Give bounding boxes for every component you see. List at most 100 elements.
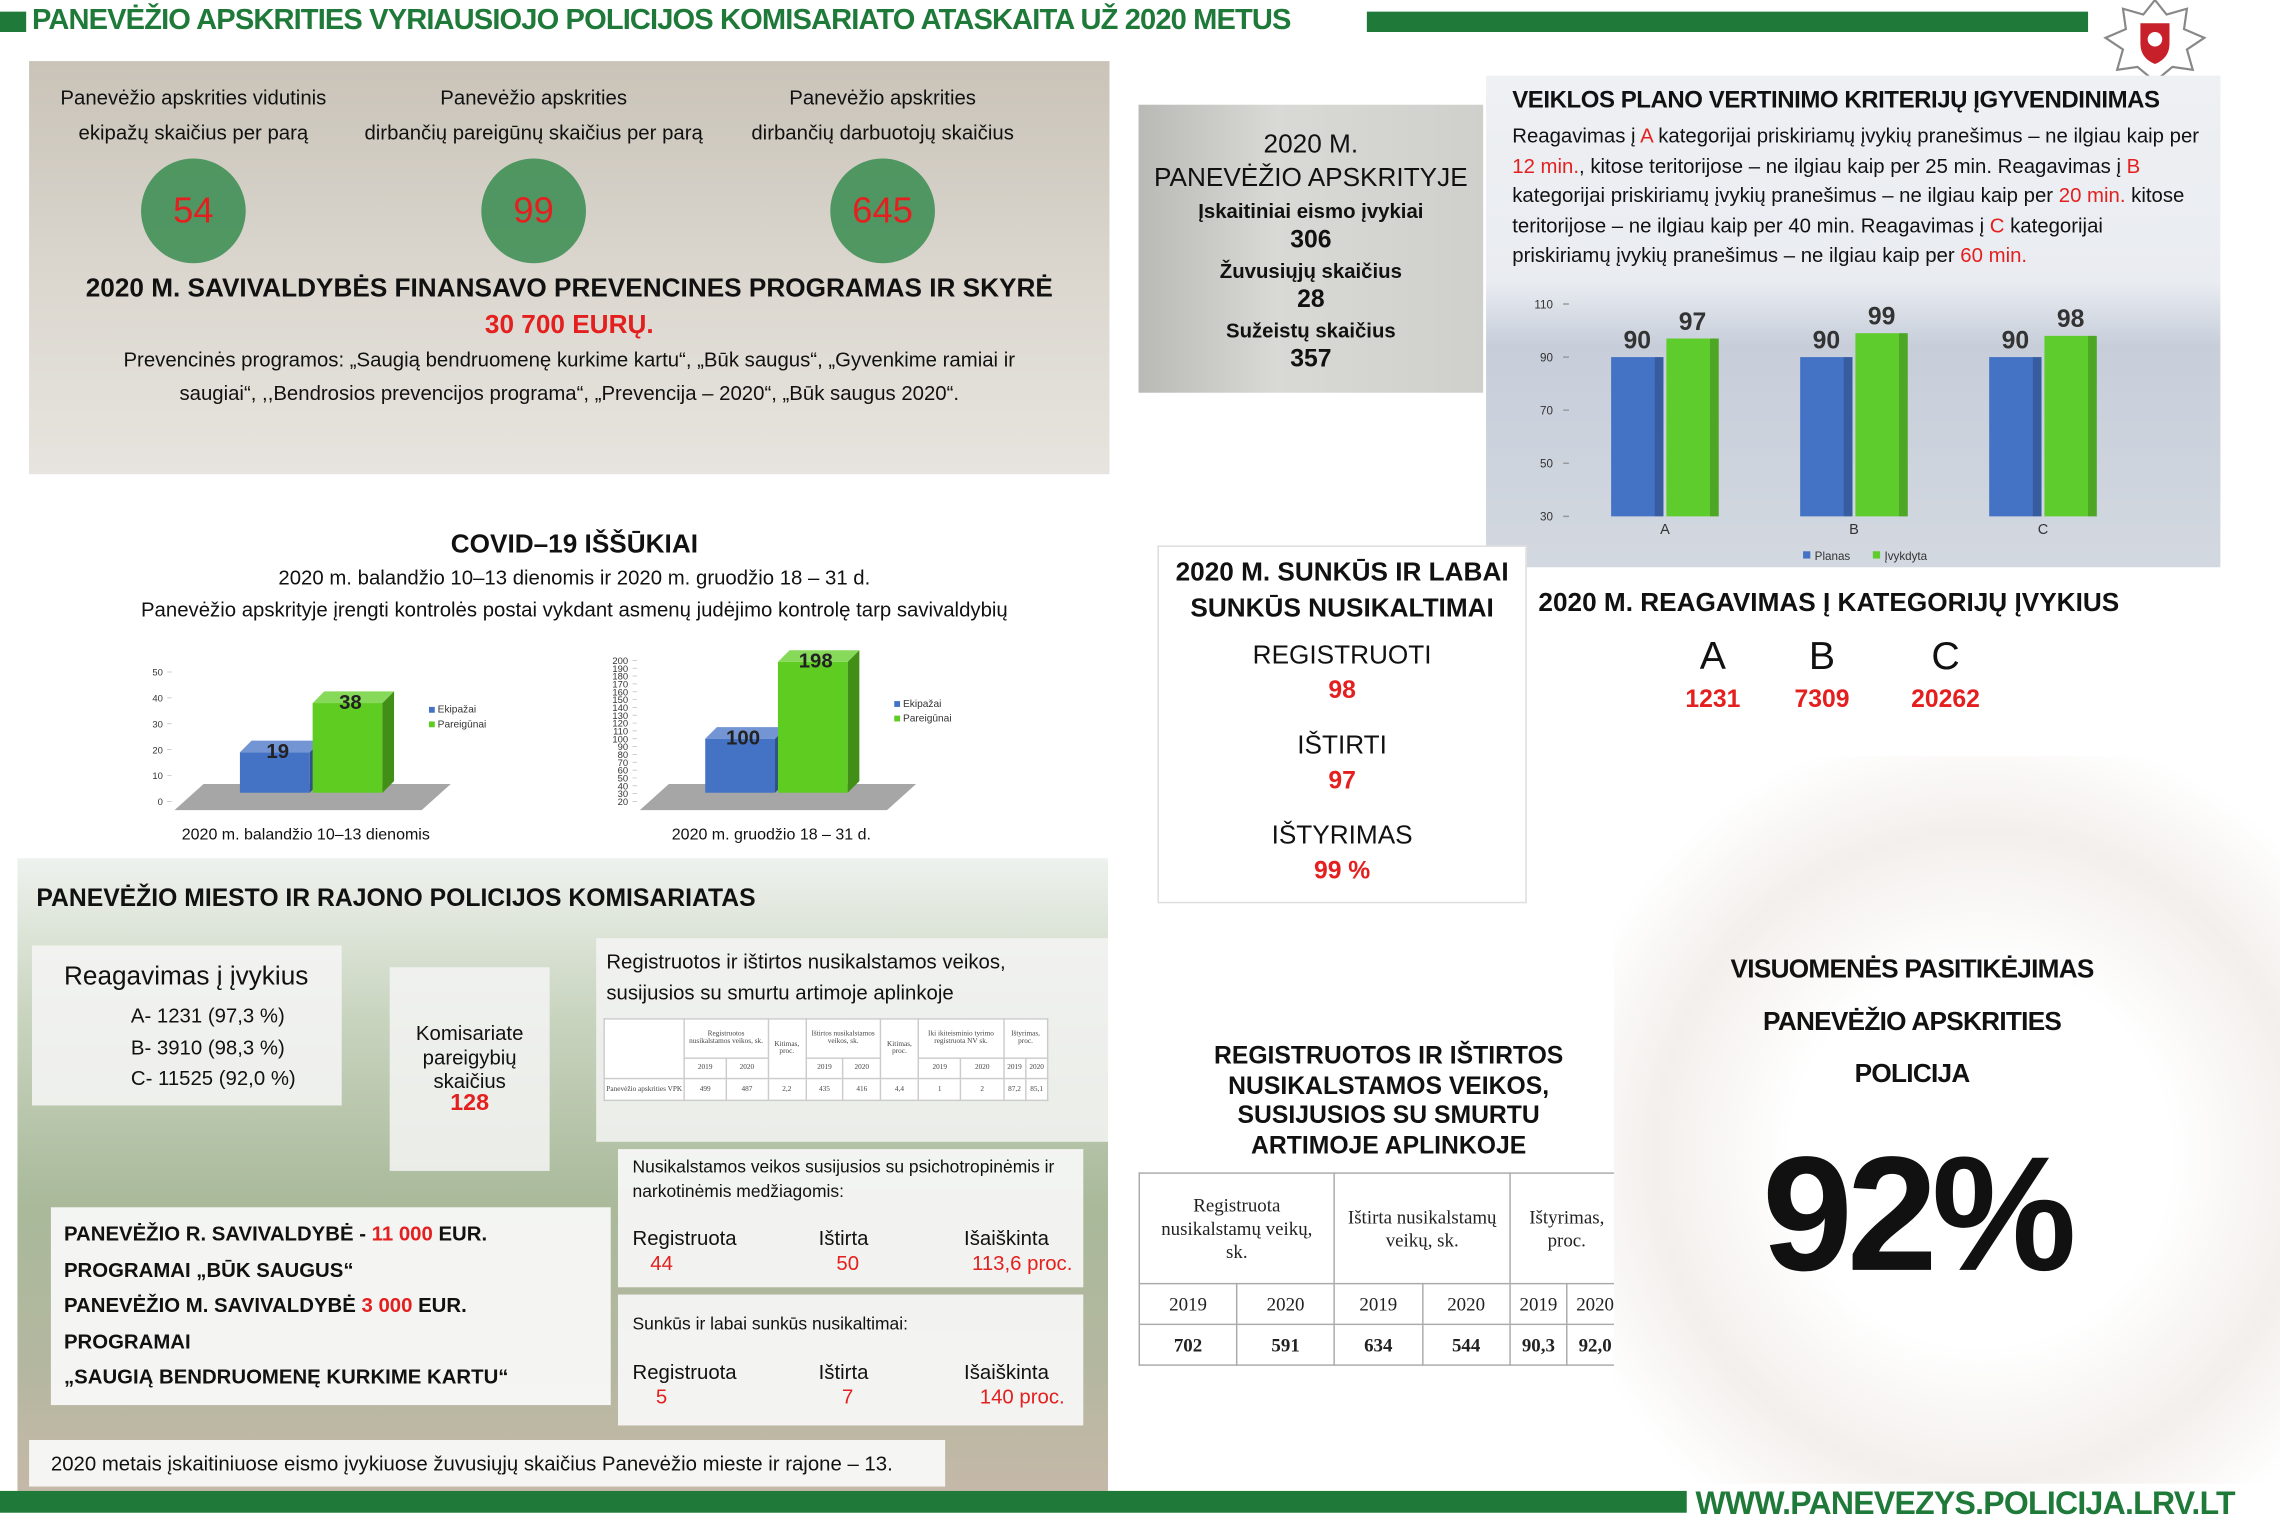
text-segment: , kitose teritorijose – ne ilgiau kaip p… (1579, 153, 2127, 177)
table-row-label: Panevėžio apskrities VPK (603, 1078, 686, 1102)
covid-chart: 2030405060708090100110120130140150160170… (612, 650, 952, 811)
header-bar (1366, 11, 2089, 32)
text-segment: PROGRAMAI „BŪK SAUGUS“ (63, 1257, 354, 1281)
serious-box (1157, 545, 1527, 904)
serious-label: IŠTIRTI (1297, 730, 1387, 760)
legend-label: Pareigūnai (438, 719, 487, 730)
reaction-value: 20262 (1911, 685, 1980, 713)
bar-shade (2032, 357, 2042, 517)
table-header: Iki ikiteisminio tyrimo registruota NV s… (917, 1018, 1005, 1059)
response-lines: A- 1231 (97,3 %) B- 3910 (98,3 %) C- 115… (131, 1001, 296, 1095)
y-tick-label: 30 (1540, 511, 1553, 524)
y-tick-label: 50 (152, 668, 162, 679)
footer-bar (0, 1490, 1687, 1513)
bar-top (239, 740, 322, 753)
stat-circle (141, 158, 246, 264)
covid-subtitle-line: 2020 m. balandžio 10–13 dienomis ir 2020… (278, 565, 871, 590)
stat: Panevėžio apskrities vidutinis ekipažų sk… (0, 80, 397, 150)
y-tick-label: 20 (618, 797, 628, 808)
chart-caption: 2020 m. balandžio 10–13 dienomis (181, 826, 430, 844)
text-segment: „SAUGIĄ BENDRUOMENĘ KURKIME KARTU“ (63, 1364, 509, 1388)
y-tick-label: 70 (618, 758, 628, 769)
bar (777, 661, 848, 793)
district-note: 2020 metais įskaitiniuose eismo įvykiuos… (50, 1451, 893, 1475)
legend-swatch (894, 715, 901, 722)
legend-swatch (894, 701, 901, 707)
stat-value: 99 (513, 190, 554, 232)
stat-value: 645 (852, 190, 913, 232)
stat-label: ekipažų skaičius per parą (78, 120, 309, 144)
covid-chart: 0 10 20 30 40 50 19 38 Ekipažai Pareigūnai (152, 668, 487, 811)
text-segment: PROGRAMAI (63, 1328, 191, 1352)
staff-value: 128 (450, 1090, 490, 1116)
table-year: 2019 (1002, 1057, 1027, 1080)
municipal-line: PANEVĖŽIO R. SAVIVALDYBĖ - 11 000 EUR. (64, 1216, 508, 1252)
bar (705, 738, 776, 793)
y-tick-label: 90 (1540, 351, 1553, 364)
criteria-text: Reagavimas į A kategorijai priskiriamų į… (1512, 121, 2204, 270)
table-year: 2020 (842, 1057, 882, 1080)
response-line: B- 3910 (98,3 %) (130, 1034, 285, 1059)
covid-title: COVID–19 IŠŠŪKIAI (450, 529, 699, 559)
stat-circle (481, 158, 586, 264)
table-row: 702 591 634 544 90,3 92,0 (1138, 1323, 1625, 1366)
text-segment: kategorijai priskiriamų įvykių pranešimu… (1512, 183, 2059, 207)
municipal-line: PROGRAMAI (64, 1323, 508, 1359)
y-tick-label: 90 (618, 742, 628, 753)
bar (1611, 357, 1664, 517)
table-year: 2020 (1421, 1282, 1511, 1326)
table-year: 2019 (683, 1057, 727, 1080)
y-tick-label: 180 (612, 672, 628, 683)
value-label: 90 (1624, 327, 1651, 354)
text-segment: B (2126, 153, 2141, 177)
traffic-value: 306 (1290, 225, 1332, 254)
stat-label: Panevėžio apskrities vidutinis (60, 85, 327, 110)
value-label: 198 (799, 651, 833, 673)
value-label: 38 (339, 692, 362, 714)
bar-top (312, 691, 395, 704)
text-segment: kategorijai priskiriamų įvykių pranešimu… (1652, 123, 2200, 147)
text-segment: Reagavimas į (1512, 123, 1641, 147)
y-tick-label: 30 (152, 719, 162, 730)
drugs-title: Nusikalstamos veikos susijusios su psich… (632, 1156, 1055, 1202)
x-tick-label: C (2038, 522, 2048, 538)
bar-shade (2088, 335, 2097, 517)
bar-side (847, 650, 860, 793)
table-cell: 487 (725, 1078, 769, 1102)
table-cell (603, 1018, 686, 1080)
bar-shade (1843, 357, 1853, 517)
y-tick-label: 110 (613, 727, 628, 738)
reaction-label: C (1931, 634, 1960, 678)
municipal: PANEVĖŽIO R. SAVIVALDYBĖ - 11 000 EUR. PR… (64, 1216, 508, 1394)
municipal-line: PANEVĖŽIO M. SAVIVALDYBĖ 3 000 EUR. (64, 1287, 508, 1323)
staff-panel (29, 61, 1110, 475)
serious-title: 2020 M. SUNKŪS IR LABAI (1175, 557, 1509, 587)
legend-swatch (1872, 551, 1881, 559)
legend-label: Įvykdyta (1884, 550, 1927, 563)
page-title: PANEVĖŽIO APSKRITIES VYRIAUSIOJO POLICIJ… (31, 4, 1291, 37)
table-row: Registruotos nusikalstamos veikos, sk. Ki… (603, 1018, 1049, 1080)
table: Registruota nusikalstamų veikų, sk. Ištir… (1138, 1172, 1625, 1366)
item-value: 113,6 proc. (972, 1250, 1073, 1275)
serious-label: REGISTRUOTI (1252, 639, 1432, 670)
trust-value: 92% (1762, 1122, 2076, 1305)
chart-caption: 2020 m. gruodžio 18 – 31 d. (671, 826, 871, 844)
table-header: Ištirta nusikalstamų veikų, sk. (1333, 1172, 1511, 1285)
reaction-label: B (1808, 634, 1836, 678)
traffic-label: Sužeistų skaičius (1225, 318, 1396, 342)
legend-label: Ekipažai (903, 699, 941, 710)
item-label: Registruota (632, 1359, 737, 1384)
response-box (31, 945, 342, 1106)
x-tick-label: B (1849, 522, 1859, 538)
y-tick-label: 150 (612, 695, 628, 706)
table-header: Registruotos nusikalstamos veikos, sk. (683, 1018, 769, 1059)
criteria-panel (1486, 75, 2221, 568)
item-value: 50 (836, 1250, 860, 1275)
y-tick-label: 110 (1534, 298, 1553, 311)
value-label: 99 (1868, 303, 1895, 330)
drugs-box (617, 1149, 1084, 1288)
bar-shade (1654, 357, 1664, 517)
criteria-title: VEIKLOS PLANO VERTINIMO KRITERIJŲ ĮGYVEN… (1512, 87, 2160, 114)
reaction-label: A (1699, 634, 1726, 678)
table-cell: 416 (842, 1078, 882, 1102)
